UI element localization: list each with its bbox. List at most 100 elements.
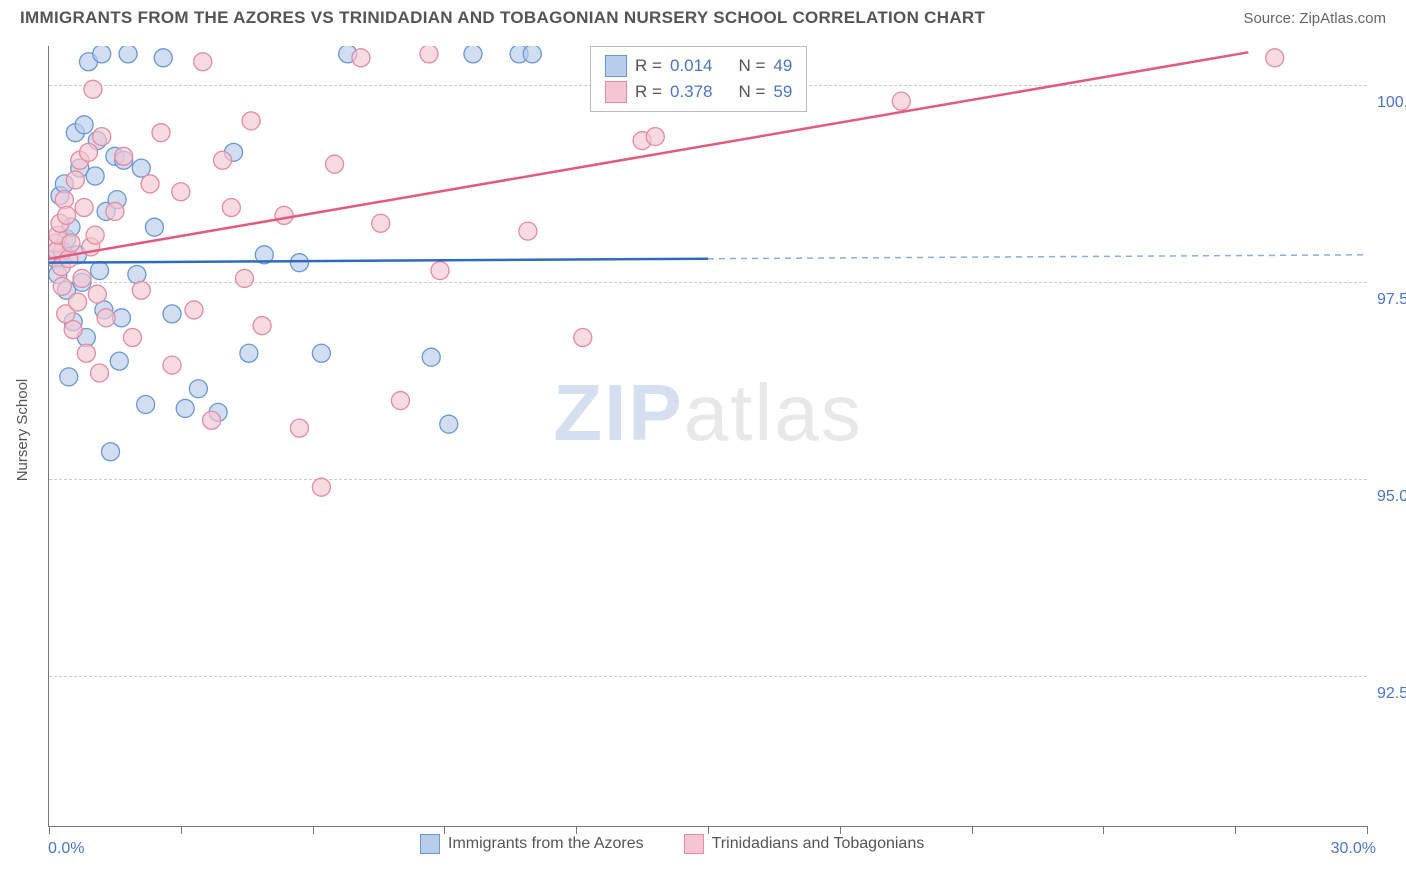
x-tick	[1103, 826, 1104, 834]
data-point	[123, 329, 141, 347]
data-point	[312, 478, 330, 496]
data-point	[80, 143, 98, 161]
data-point	[163, 305, 181, 323]
stats-n-label-2: N =	[738, 82, 765, 102]
data-point	[66, 171, 84, 189]
data-point	[523, 46, 541, 63]
data-point	[391, 392, 409, 410]
data-point	[163, 356, 181, 374]
data-point	[176, 399, 194, 417]
data-point	[88, 285, 106, 303]
x-min-label: 0.0%	[48, 840, 84, 858]
data-point	[64, 321, 82, 339]
data-point	[60, 368, 78, 386]
data-point	[172, 183, 190, 201]
data-point	[290, 419, 308, 437]
x-tick	[972, 826, 973, 834]
data-point	[240, 344, 258, 362]
stats-r-label-2: R =	[635, 82, 662, 102]
data-point	[137, 395, 155, 413]
data-point	[203, 411, 221, 429]
x-tick	[1235, 826, 1236, 834]
data-point	[86, 167, 104, 185]
data-point	[77, 344, 95, 362]
x-tick	[840, 826, 841, 834]
data-point	[420, 46, 438, 63]
y-axis-title: Nursery School	[14, 379, 31, 482]
data-point	[214, 151, 232, 169]
data-point	[106, 202, 124, 220]
data-point	[253, 317, 271, 335]
plot-area: ZIPatlas 92.5%95.0%97.5%100.0%	[48, 46, 1367, 827]
y-tick-label: 95.0%	[1377, 488, 1406, 506]
plot-container: ZIPatlas 92.5%95.0%97.5%100.0% R = 0.014…	[48, 46, 1366, 826]
data-point	[440, 415, 458, 433]
y-tick-label: 100.0%	[1377, 94, 1406, 112]
data-point	[326, 155, 344, 173]
data-point	[84, 80, 102, 98]
data-point	[132, 281, 150, 299]
data-point	[110, 352, 128, 370]
x-tick	[313, 826, 314, 834]
data-point	[422, 348, 440, 366]
data-point	[519, 222, 537, 240]
data-point	[102, 443, 120, 461]
trend-line	[49, 259, 708, 263]
data-point	[574, 329, 592, 347]
stats-n-label: N =	[738, 56, 765, 76]
data-point	[119, 46, 137, 63]
data-point	[75, 116, 93, 134]
stats-swatch-pink	[605, 81, 627, 103]
data-point	[93, 128, 111, 146]
stats-r-value-2: 0.378	[670, 82, 713, 102]
data-point	[152, 124, 170, 142]
x-tick	[1367, 826, 1368, 834]
trend-line-dashed	[708, 255, 1367, 259]
data-point	[431, 262, 449, 280]
data-point	[275, 206, 293, 224]
chart-title: IMMIGRANTS FROM THE AZORES VS TRINIDADIA…	[20, 8, 985, 28]
data-point	[115, 147, 133, 165]
data-point	[60, 250, 78, 268]
data-point	[185, 301, 203, 319]
x-tick	[49, 826, 50, 834]
data-point	[1266, 49, 1284, 67]
data-point	[58, 206, 76, 224]
data-point	[132, 159, 150, 177]
data-point	[91, 364, 109, 382]
stats-row-1: R = 0.014 N = 49	[605, 53, 792, 79]
data-point	[372, 214, 390, 232]
source-label: Source: ZipAtlas.com	[1243, 10, 1386, 27]
legend-bottom: Immigrants from the Azores Trinidadians …	[420, 834, 924, 854]
stats-r-value-1: 0.014	[670, 56, 713, 76]
data-point	[236, 269, 254, 287]
data-point	[312, 344, 330, 362]
data-point	[53, 277, 71, 295]
data-point	[222, 199, 240, 217]
data-point	[91, 262, 109, 280]
data-point	[55, 191, 73, 209]
data-point	[352, 49, 370, 67]
stats-box: R = 0.014 N = 49 R = 0.378 N = 59	[590, 46, 807, 112]
data-point	[141, 175, 159, 193]
stats-r-label: R =	[635, 56, 662, 76]
legend-item-1: Immigrants from the Azores	[420, 834, 644, 854]
data-point	[69, 293, 87, 311]
x-tick	[181, 826, 182, 834]
stats-row-2: R = 0.378 N = 59	[605, 79, 792, 105]
data-point	[97, 309, 115, 327]
data-point	[154, 49, 172, 67]
data-point	[189, 380, 207, 398]
chart-svg	[49, 46, 1367, 826]
x-tick	[576, 826, 577, 834]
data-point	[93, 46, 111, 63]
data-point	[194, 53, 212, 71]
stats-n-value-1: 49	[773, 56, 792, 76]
data-point	[892, 92, 910, 110]
legend-label-2: Trinidadians and Tobagonians	[712, 835, 925, 853]
stats-swatch-blue	[605, 55, 627, 77]
y-tick-label: 92.5%	[1377, 685, 1406, 703]
data-point	[242, 112, 260, 130]
data-point	[464, 46, 482, 63]
data-point	[73, 269, 91, 287]
